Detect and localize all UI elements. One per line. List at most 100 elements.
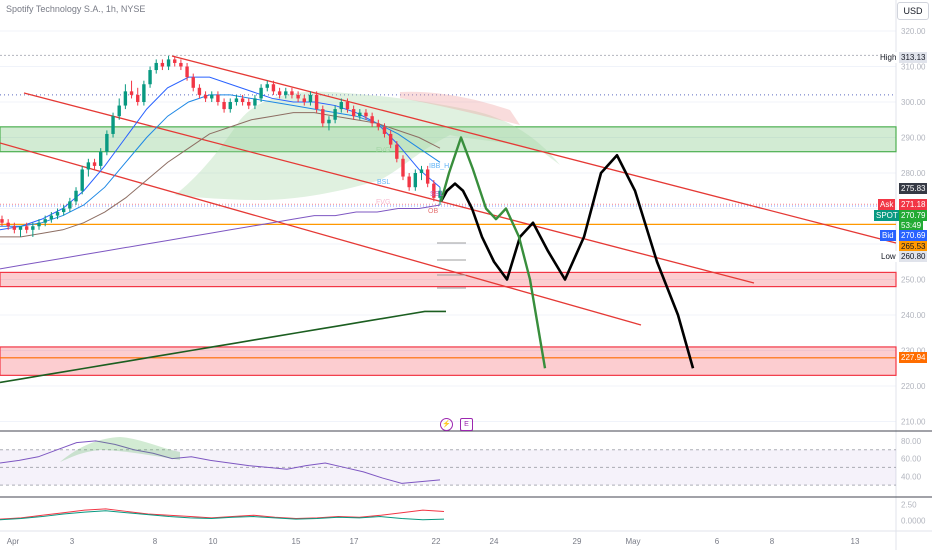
candle-body	[136, 94, 140, 102]
candle-body	[351, 109, 356, 117]
chart-title: Spotify Technology S.A., 1h, NYSE	[6, 4, 146, 14]
ma-slow-line	[0, 112, 441, 238]
candle-body	[148, 70, 152, 85]
spot-value: 270.79	[899, 210, 928, 221]
y-tick-label: 230.00	[901, 347, 926, 356]
x-tick-label: May	[625, 537, 640, 546]
ma-fast-line	[0, 76, 441, 231]
x-tick-label: 29	[573, 537, 582, 546]
candle-body	[191, 77, 195, 88]
candle-body	[302, 98, 306, 102]
candle-body	[105, 133, 109, 152]
x-tick-label: 17	[350, 537, 359, 546]
candle-body	[86, 162, 91, 170]
bsl-label: BSL	[377, 179, 391, 186]
candle-body	[49, 215, 54, 220]
candle-body	[154, 62, 158, 71]
macd-line	[0, 508, 445, 520]
low-label: Low	[879, 251, 898, 262]
candle-body	[166, 59, 171, 67]
candle-body	[277, 91, 282, 95]
candle-body	[92, 162, 97, 166]
candle-body	[321, 109, 325, 124]
x-tick-label: 22	[432, 537, 441, 546]
ibb-label: IBB_H	[429, 163, 450, 170]
x-tick-label: 15	[292, 537, 301, 546]
candle-body	[259, 87, 263, 99]
dividend-lightning-icon[interactable]: ⚡	[440, 418, 453, 431]
y-tick-label: 310.00	[901, 63, 926, 72]
x-tick-label: 8	[770, 537, 775, 546]
candle-body	[327, 119, 331, 124]
candle-body	[160, 62, 165, 67]
supply-zone	[0, 126, 897, 153]
candle-body	[80, 169, 84, 191]
ask-value: 271.18	[899, 199, 928, 210]
x-tick-label: 10	[209, 537, 218, 546]
candle-body	[173, 59, 177, 63]
candle-body	[55, 212, 60, 216]
candle-body	[0, 219, 4, 223]
candle-body	[117, 105, 121, 117]
demand-zone	[0, 271, 897, 288]
candle-body	[203, 94, 208, 99]
y-tick-label: 280.00	[901, 169, 926, 178]
candle-body	[234, 98, 239, 102]
ssl-label: SSL	[430, 191, 444, 198]
rsi-overbought-fill	[60, 437, 180, 462]
candle-body	[395, 144, 399, 159]
candle-body	[142, 84, 146, 102]
spot-label: SPOT	[874, 210, 900, 221]
candle-body	[339, 102, 343, 110]
candle-body	[308, 94, 313, 102]
ma-mid-line	[0, 94, 441, 227]
fvg2-label: FVG	[376, 199, 391, 206]
ask-label: Ask	[878, 199, 896, 210]
candle-body	[290, 91, 294, 95]
ob-label: OB	[428, 208, 439, 215]
earnings-icon[interactable]: E	[460, 418, 473, 431]
candle-body	[314, 94, 319, 110]
sma-long-line	[0, 310, 446, 384]
y-tick-label: 240.00	[901, 311, 926, 320]
candle-body	[12, 226, 17, 230]
candle-body	[216, 94, 220, 102]
candle-body	[407, 176, 411, 188]
candle-body	[99, 151, 103, 166]
candle-body	[31, 226, 35, 230]
x-tick-label: 3	[70, 537, 75, 546]
candle-body	[271, 84, 276, 92]
ichimoku-cloud-red	[400, 91, 520, 125]
y-tick-label: 290.00	[901, 134, 926, 143]
candle-body	[376, 123, 381, 127]
candle-body	[222, 102, 226, 110]
candle-body	[284, 91, 288, 95]
candle-body	[111, 116, 115, 134]
macd-tick-label: 0.0000	[901, 516, 926, 525]
candle-body	[37, 222, 41, 227]
candle-body	[24, 226, 29, 230]
candle-body	[61, 208, 66, 213]
candle-body	[228, 102, 232, 110]
candle-body	[6, 222, 10, 227]
projection-green-path	[439, 136, 547, 369]
candle-body	[18, 226, 23, 230]
rsi-tick-label: 60.00	[901, 455, 922, 464]
y-tick-label: 220.00	[901, 382, 926, 391]
candle-body	[358, 112, 362, 117]
candle-body	[43, 219, 47, 223]
demand-zone	[0, 346, 897, 376]
currency-button[interactable]: USD	[897, 2, 929, 20]
candle-body	[185, 66, 189, 78]
candle-body	[240, 98, 245, 102]
x-tick-label: Apr	[7, 537, 20, 546]
candle-body	[253, 98, 257, 106]
y-tick-label: 300.00	[901, 98, 926, 107]
ichimoku-cloud	[175, 91, 560, 200]
y-tick-label: 250.00	[901, 276, 926, 285]
projection-black-path	[439, 153, 695, 369]
level-value: 265.53	[899, 241, 928, 252]
countdown: 53:49	[899, 220, 924, 231]
